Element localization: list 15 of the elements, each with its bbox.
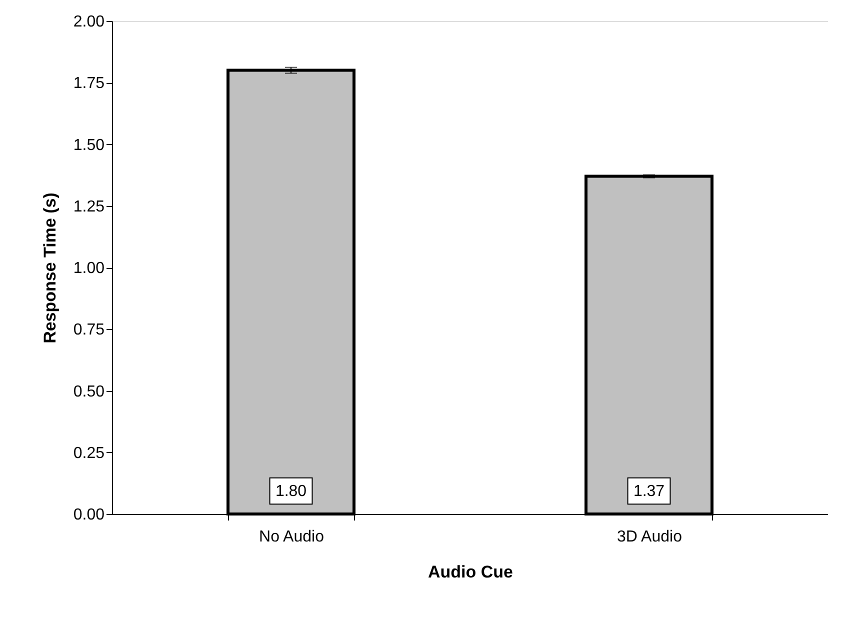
- y-tick-label: 0.00: [73, 506, 105, 524]
- y-tick-label: 1.25: [73, 198, 105, 216]
- y-tick-label: 2.00: [73, 14, 105, 30]
- y-tick-label: 0.25: [73, 444, 105, 462]
- x-tick-label: No Audio: [259, 528, 324, 546]
- y-tick-label: 0.50: [73, 383, 105, 400]
- y-tick-label: 1.00: [73, 260, 105, 277]
- y-tick-label: 1.50: [73, 136, 105, 154]
- y-axis-title: Response Time (s): [40, 192, 60, 344]
- y-tick-label: 1.75: [73, 75, 105, 92]
- data-label: 1.37: [633, 483, 665, 500]
- data-label: 1.80: [275, 483, 307, 500]
- y-tick-label: 0.75: [73, 322, 105, 339]
- x-axis-title: Audio Cue: [428, 562, 513, 582]
- x-tick-label: 3D Audio: [617, 528, 682, 546]
